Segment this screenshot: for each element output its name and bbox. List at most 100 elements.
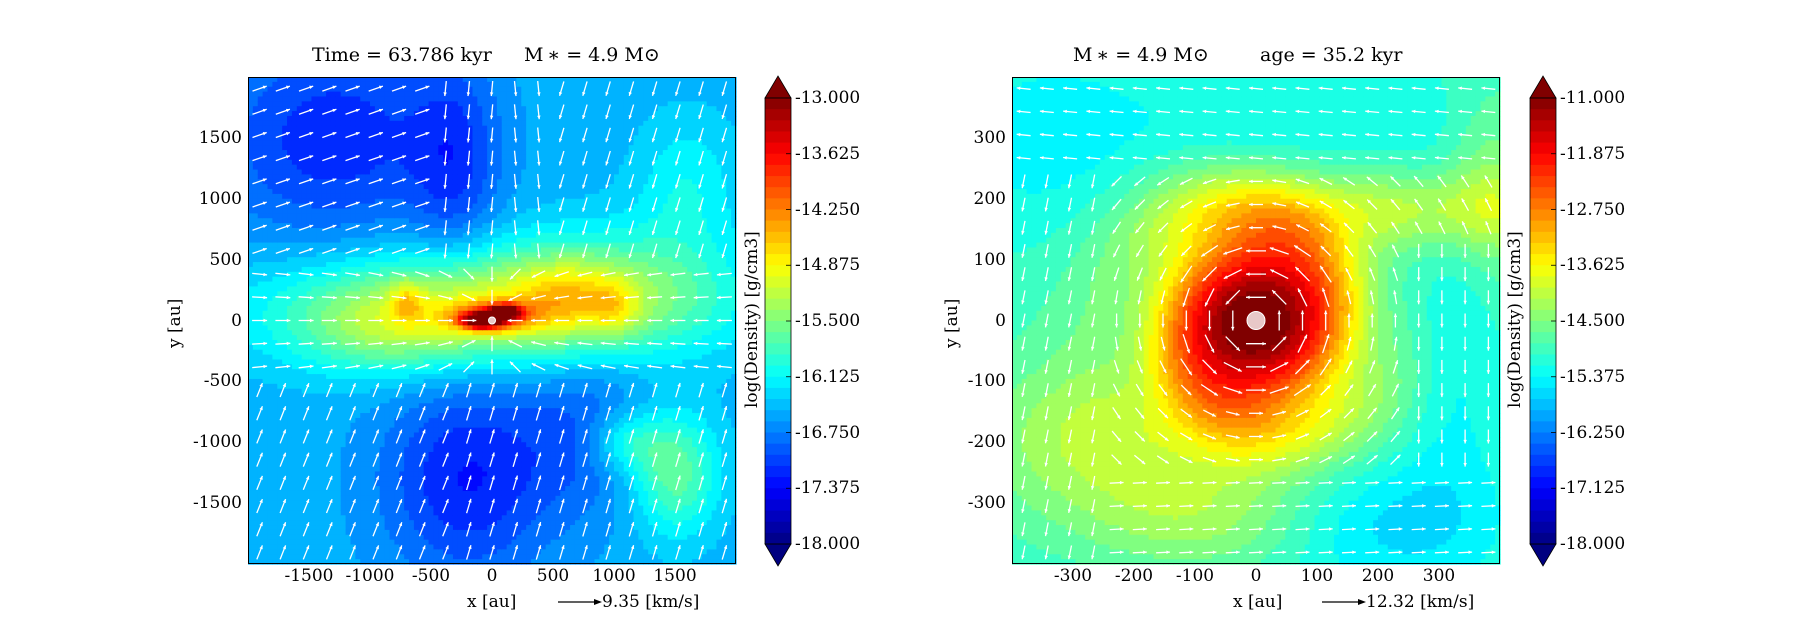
density-cell <box>394 135 400 141</box>
density-cell <box>248 437 254 443</box>
density-cell <box>457 461 464 468</box>
density-cell <box>360 296 366 302</box>
density-cell <box>418 315 425 322</box>
density-cell <box>277 193 283 200</box>
density-cell <box>360 437 366 443</box>
density-cell <box>330 179 337 185</box>
density-cell <box>311 525 317 531</box>
density-cell <box>452 393 459 400</box>
density-cell <box>452 286 459 292</box>
density-cell <box>321 388 327 395</box>
density-cell <box>340 271 347 278</box>
density-cell <box>272 189 278 195</box>
density-cell <box>287 544 293 550</box>
density-cell <box>438 184 444 190</box>
density-cell <box>482 554 488 560</box>
density-cell <box>272 374 278 380</box>
density-cell <box>335 505 342 512</box>
density-cell <box>306 559 313 565</box>
density-cell <box>482 218 488 224</box>
density-cell <box>326 354 332 361</box>
density-cell <box>370 349 376 356</box>
density-cell <box>487 529 493 536</box>
density-cell <box>301 451 308 458</box>
density-cell <box>452 544 459 550</box>
density-cell <box>287 310 293 317</box>
density-cell <box>467 150 474 156</box>
density-cell <box>423 534 430 541</box>
density-cell <box>370 140 376 146</box>
density-cell <box>365 520 371 526</box>
density-cell <box>262 466 269 473</box>
density-cell <box>330 237 337 244</box>
density-cell <box>335 515 342 521</box>
density-cell <box>433 91 439 98</box>
density-cell <box>248 115 254 122</box>
density-cell <box>448 359 454 365</box>
density-cell <box>462 378 469 385</box>
density-cell <box>330 301 337 307</box>
density-cell <box>399 96 405 102</box>
density-cell <box>257 232 264 239</box>
density-cell <box>462 525 469 531</box>
density-cell <box>306 554 313 560</box>
density-cell <box>301 208 308 214</box>
density-cell <box>428 374 435 380</box>
density-cell <box>287 111 293 117</box>
density-cell <box>365 432 371 438</box>
density-cell <box>248 159 254 166</box>
density-cell <box>457 145 464 151</box>
density-cell <box>335 534 342 541</box>
density-cell <box>335 262 342 268</box>
density-cell <box>423 232 430 239</box>
density-cell <box>374 447 381 453</box>
density-cell <box>370 159 376 166</box>
density-cell <box>267 427 273 434</box>
density-cell <box>321 325 327 331</box>
density-cell <box>374 218 381 224</box>
density-cell <box>384 286 391 292</box>
density-cell <box>277 291 283 297</box>
density-cell <box>448 257 454 263</box>
density-cell <box>291 169 298 175</box>
density-cell <box>472 554 478 560</box>
density-cell <box>345 413 352 419</box>
density-cell <box>477 150 483 156</box>
density-cell <box>252 451 259 458</box>
density-cell <box>291 417 298 424</box>
density-cell <box>287 276 293 283</box>
density-cell <box>252 159 259 166</box>
density-cell <box>248 174 254 180</box>
density-cell <box>467 86 474 93</box>
density-cell <box>472 471 478 477</box>
density-cell <box>448 335 454 341</box>
density-cell <box>345 120 352 127</box>
density-cell <box>428 471 435 477</box>
density-cell <box>399 310 405 317</box>
density-cell <box>409 174 415 180</box>
density-cell <box>340 101 347 107</box>
density-cell <box>409 476 415 482</box>
density-cell <box>301 218 308 224</box>
density-cell <box>487 130 493 137</box>
density-cell <box>248 237 254 244</box>
density-cell <box>433 500 439 507</box>
density-cell <box>462 481 469 487</box>
density-cell <box>321 242 327 249</box>
density-cell <box>399 515 405 521</box>
density-cell <box>404 81 410 88</box>
density-cell <box>423 150 430 156</box>
density-cell <box>399 393 405 400</box>
density-cell <box>423 257 430 263</box>
density-cell <box>472 145 478 151</box>
density-cell <box>448 315 454 322</box>
density-cell <box>438 203 444 210</box>
density-cell <box>267 422 273 429</box>
density-cell <box>306 262 313 268</box>
density-cell <box>360 374 366 380</box>
density-cell <box>321 500 327 507</box>
density-cell <box>350 101 356 107</box>
density-cell <box>452 184 459 190</box>
density-cell <box>277 305 283 312</box>
density-cell <box>428 534 435 541</box>
